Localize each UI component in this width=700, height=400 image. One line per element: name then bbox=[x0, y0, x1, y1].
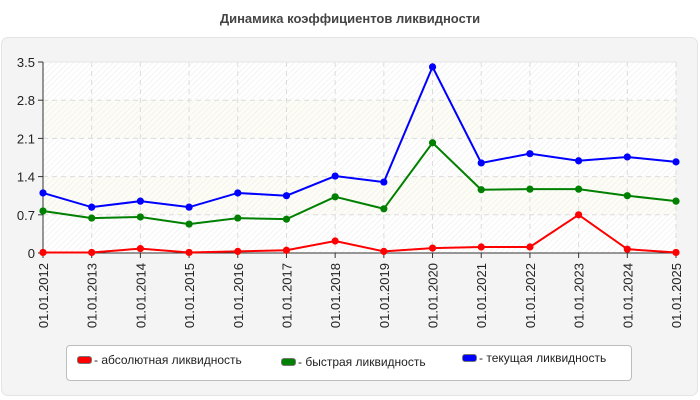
data-point[interactable] bbox=[331, 172, 339, 180]
series-line bbox=[39, 139, 680, 228]
data-point[interactable] bbox=[428, 139, 437, 147]
data-point[interactable] bbox=[282, 246, 291, 254]
legend-swatch-green bbox=[281, 358, 296, 366]
legend-item-quick: - быстрая ликвидность bbox=[281, 355, 426, 369]
data-point[interactable] bbox=[575, 157, 583, 165]
x-tick-label: 01.01.2012 bbox=[36, 263, 51, 328]
data-point[interactable] bbox=[477, 159, 485, 167]
data-point[interactable] bbox=[672, 197, 680, 205]
data-series bbox=[39, 63, 680, 257]
data-point[interactable] bbox=[331, 237, 339, 245]
data-point[interactable] bbox=[380, 247, 388, 255]
data-point[interactable] bbox=[477, 243, 485, 251]
legend: - абсолютная ликвидность - быстрая ликви… bbox=[66, 345, 632, 381]
data-point[interactable] bbox=[477, 186, 485, 194]
data-point[interactable] bbox=[575, 211, 583, 219]
data-point[interactable] bbox=[234, 247, 242, 255]
x-tick-label: 01.01.2024 bbox=[620, 263, 635, 328]
data-point[interactable] bbox=[88, 214, 96, 222]
data-point[interactable] bbox=[380, 205, 388, 213]
x-tick-label: 01.01.2020 bbox=[426, 263, 441, 328]
data-point[interactable] bbox=[136, 213, 144, 221]
legend-swatch-red bbox=[77, 356, 92, 364]
data-point[interactable] bbox=[88, 203, 96, 211]
x-tick-label: 01.01.2023 bbox=[572, 263, 587, 328]
series-line bbox=[39, 211, 680, 257]
data-point[interactable] bbox=[526, 185, 534, 193]
x-tick-label: 01.01.2021 bbox=[474, 263, 489, 328]
axes: 0 0.7 1.4 2.1 2.8 3.5 01.01.2012 01.01.2013 01.0… bbox=[17, 55, 684, 328]
data-point[interactable] bbox=[234, 189, 242, 197]
data-point[interactable] bbox=[672, 158, 680, 166]
x-tick-label: 01.01.2016 bbox=[231, 263, 246, 328]
chart-title: Динамика коэффициентов ликвидности bbox=[219, 11, 481, 26]
x-tick-label: 01.01.2014 bbox=[133, 263, 148, 328]
data-point[interactable] bbox=[136, 197, 144, 205]
data-point[interactable] bbox=[282, 215, 291, 223]
data-point[interactable] bbox=[526, 150, 534, 158]
data-point[interactable] bbox=[331, 193, 339, 201]
legend-label: - абсолютная ликвидность bbox=[94, 353, 242, 367]
plot-background bbox=[43, 62, 676, 253]
y-tick-label: 3.5 bbox=[17, 55, 35, 70]
data-point[interactable] bbox=[623, 153, 631, 161]
data-point[interactable] bbox=[623, 192, 631, 200]
data-point[interactable] bbox=[623, 245, 631, 253]
data-point[interactable] bbox=[380, 178, 388, 186]
data-point[interactable] bbox=[39, 189, 47, 197]
y-tick-label: 2.8 bbox=[17, 93, 35, 108]
legend-label: - быстрая ликвидность bbox=[298, 355, 426, 369]
data-point[interactable] bbox=[282, 192, 291, 200]
x-tick-label: 01.01.2015 bbox=[182, 263, 197, 328]
data-point[interactable] bbox=[428, 63, 437, 71]
data-point[interactable] bbox=[185, 220, 193, 228]
data-point[interactable] bbox=[526, 243, 534, 251]
data-point[interactable] bbox=[672, 248, 680, 257]
data-point[interactable] bbox=[428, 244, 437, 252]
data-point[interactable] bbox=[234, 214, 242, 222]
y-tick-label: 1.4 bbox=[17, 170, 35, 185]
y-tick-label: 0 bbox=[28, 246, 35, 261]
data-point[interactable] bbox=[136, 245, 144, 253]
legend-item-absolute: - абсолютная ликвидность bbox=[77, 353, 242, 367]
x-tick-label: 01.01.2025 bbox=[669, 263, 684, 328]
x-tick-label: 01.01.2018 bbox=[328, 263, 343, 328]
legend-label: - текущая ликвидность bbox=[479, 351, 607, 365]
x-tick-label: 01.01.2022 bbox=[523, 263, 538, 328]
data-point[interactable] bbox=[88, 248, 96, 257]
legend-swatch-blue bbox=[462, 354, 477, 362]
data-point[interactable] bbox=[39, 248, 47, 257]
legend-item-current: - текущая ликвидность bbox=[462, 351, 606, 365]
data-point[interactable] bbox=[185, 203, 193, 211]
data-point[interactable] bbox=[185, 248, 193, 257]
x-tick-label: 01.01.2017 bbox=[279, 263, 294, 328]
x-tick-label: 01.01.2013 bbox=[85, 263, 100, 328]
series-line bbox=[39, 63, 680, 211]
data-point[interactable] bbox=[39, 207, 47, 215]
data-point[interactable] bbox=[575, 185, 583, 193]
x-tick-label: 01.01.2019 bbox=[377, 263, 392, 328]
y-tick-label: 0.7 bbox=[17, 208, 35, 223]
y-tick-label: 2.1 bbox=[17, 131, 35, 146]
